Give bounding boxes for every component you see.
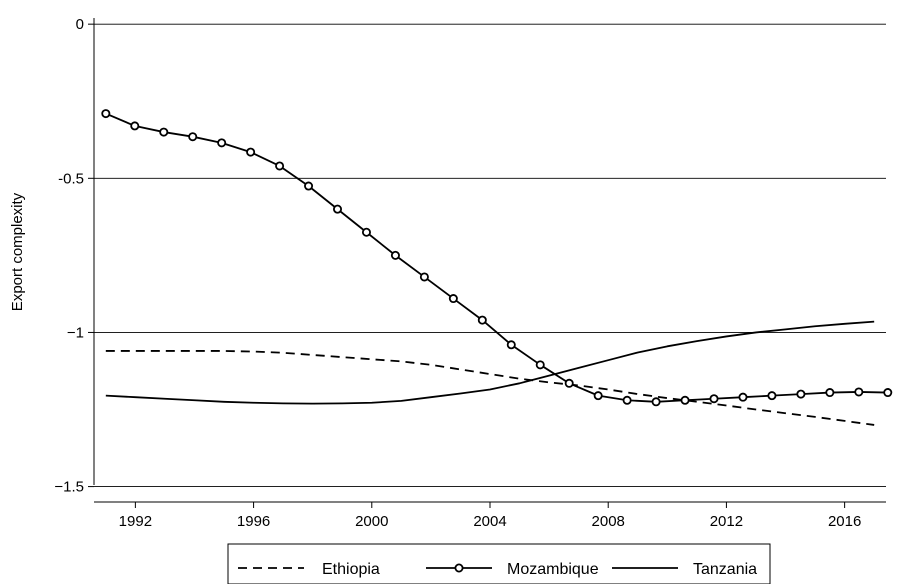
data-point-mozambique — [333, 204, 343, 214]
x-tick-label: 2008 — [592, 513, 625, 530]
ticks: 0 -0.5 −1 −1.5 1992 1996 2000 2004 2008 2012 2016 — [54, 16, 861, 530]
x-tick-label: 2012 — [710, 513, 743, 530]
data-point-mozambique — [622, 395, 632, 405]
data-point-mozambique — [825, 388, 835, 398]
data-point-mozambique — [477, 315, 487, 325]
data-point-mozambique — [361, 227, 371, 237]
data-point-mozambique — [767, 391, 777, 401]
legend: Ethiopia Mozambique Tanzania — [227, 543, 771, 584]
data-point-mozambique — [680, 395, 690, 405]
data-point-mozambique — [101, 109, 111, 119]
x-tick-label: 2004 — [473, 513, 506, 530]
data-point-mozambique — [390, 250, 400, 260]
series-line-tanzania — [105, 320, 875, 405]
data-point-mozambique — [304, 181, 314, 191]
legend-label-ethiopia: Ethiopia — [322, 561, 380, 578]
data-point-mozambique — [854, 387, 864, 397]
x-tick-label: 2016 — [828, 513, 861, 530]
legend-marker-mozambique — [454, 563, 464, 573]
data-point-mozambique — [796, 389, 806, 399]
x-tick-label: 1992 — [119, 513, 152, 530]
data-point-mozambique — [159, 127, 169, 137]
legend-label-mozambique: Mozambique — [507, 561, 599, 578]
data-point-mozambique — [535, 360, 545, 370]
data-point-mozambique — [709, 394, 719, 404]
axes — [93, 18, 886, 503]
data-point-mozambique — [738, 392, 748, 402]
data-point-mozambique — [883, 388, 893, 398]
data-point-mozambique — [506, 340, 516, 350]
legend-box — [227, 543, 771, 584]
series-line-ethiopia — [105, 350, 875, 426]
legend-label-tanzania: Tanzania — [693, 561, 757, 578]
y-tick-label: −1.5 — [54, 479, 84, 496]
gridlines — [94, 23, 886, 487]
y-axis-title: Export complexity — [9, 192, 26, 311]
x-tick-label: 1996 — [237, 513, 270, 530]
data-point-mozambique — [246, 147, 256, 157]
data-point-mozambique — [188, 132, 198, 142]
y-tick-label: −1 — [67, 324, 84, 341]
data-point-mozambique — [564, 378, 574, 388]
data-point-mozambique — [275, 161, 285, 171]
series — [101, 109, 893, 426]
data-point-mozambique — [217, 138, 227, 148]
series-line-mozambique — [105, 112, 888, 403]
data-point-mozambique — [593, 391, 603, 401]
y-tick-label: 0 — [76, 16, 84, 33]
data-point-mozambique — [419, 272, 429, 282]
y-tick-label: -0.5 — [58, 170, 84, 187]
data-point-mozambique — [130, 121, 140, 131]
x-tick-label: 2000 — [355, 513, 388, 530]
data-point-mozambique — [651, 397, 661, 407]
data-point-mozambique — [448, 294, 458, 304]
